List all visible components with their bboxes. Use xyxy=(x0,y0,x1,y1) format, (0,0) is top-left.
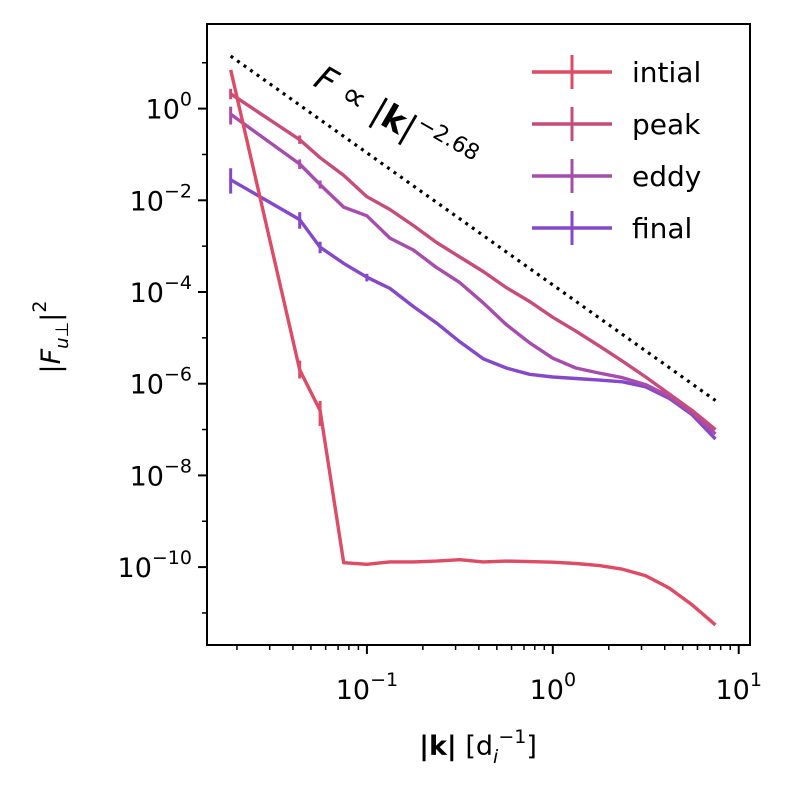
x-axis-title: |k| [di−1] xyxy=(419,726,537,768)
legend: intial peak eddy final xyxy=(532,55,701,245)
legend-label-intial: intial xyxy=(632,56,701,89)
x-tick-label: 100 xyxy=(530,669,576,706)
x-tick-label: 101 xyxy=(715,669,761,706)
x-axis-k: |k| xyxy=(419,731,457,762)
y-tick-label: 10−10 xyxy=(118,547,192,584)
legend-label-eddy: eddy xyxy=(632,160,701,193)
x-axis-unit-sup: −1 xyxy=(498,726,526,748)
series-line-intial xyxy=(229,69,717,627)
legend-label-final: final xyxy=(632,212,692,245)
legend-label-peak: peak xyxy=(632,108,701,141)
series-line-peak xyxy=(229,92,717,431)
y-axis-open: |F xyxy=(36,348,67,373)
y-tick-label: 10−6 xyxy=(130,364,192,401)
x-axis-unit-open: [d xyxy=(457,731,493,762)
plot-frame xyxy=(206,23,751,646)
x-axis-unit-close: ] xyxy=(526,731,537,762)
y-axis-title: |Fu⊥|2 xyxy=(29,301,73,374)
series-line-eddy xyxy=(229,112,717,436)
x-axis-unit-sub: i xyxy=(493,746,499,768)
y-axis-sub: u⊥ xyxy=(52,322,73,349)
series-layer xyxy=(229,54,717,627)
y-tick-label: 10−8 xyxy=(130,455,192,492)
y-axis-close: | xyxy=(36,313,67,322)
y-tick-label: 100 xyxy=(146,89,192,126)
y-tick-label: 10−2 xyxy=(130,180,192,217)
ticks-layer: 10−1 100 101 100 10−2 10−4 10−6 10−8 10−10 xyxy=(118,61,762,706)
y-axis-sup: 2 xyxy=(29,301,51,313)
x-tick-label: 10−1 xyxy=(336,669,398,706)
reference-slope-line xyxy=(229,54,717,402)
y-tick-label: 10−4 xyxy=(130,272,192,309)
series-line-final xyxy=(229,178,717,441)
